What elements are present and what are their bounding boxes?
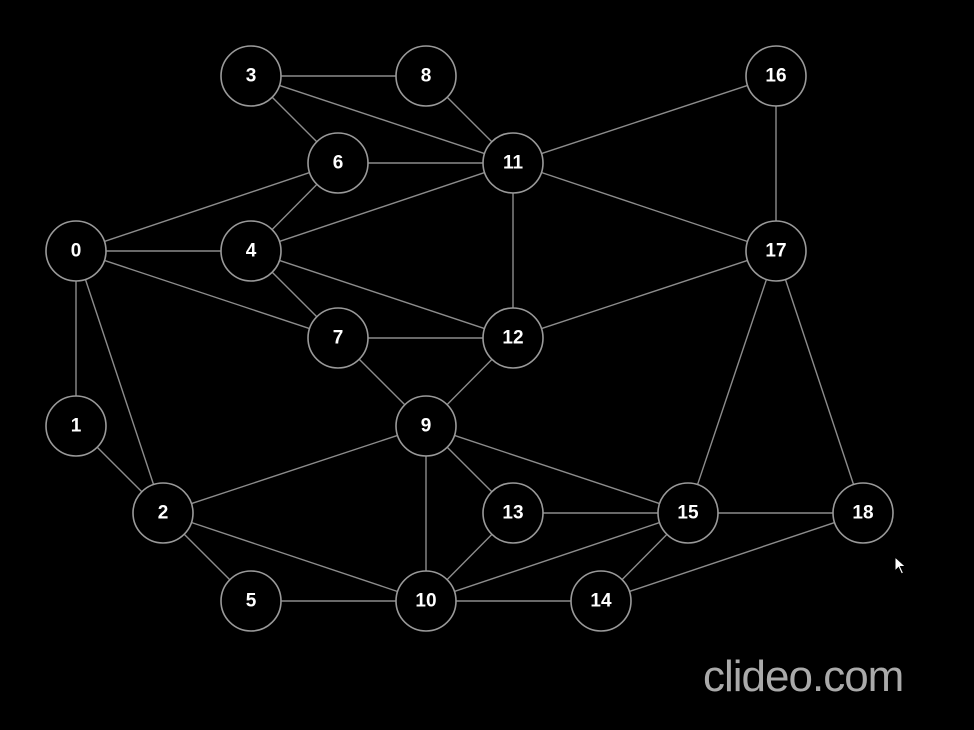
edge-1-2 [96,446,143,493]
node-circle [45,395,107,457]
node-label: 14 [590,591,612,612]
node-circle [395,45,457,107]
node-circle [745,45,807,107]
edge-14-18 [629,521,835,593]
edge-4-11 [279,171,485,243]
node-4: 4 [220,220,282,282]
edge-13-10 [446,533,493,581]
node-label: 12 [502,328,523,349]
node-label: 8 [421,66,432,87]
node-label: 2 [158,503,169,524]
node-0: 0 [45,220,107,282]
node-circle [482,132,544,194]
node-circle [307,132,369,194]
node-circle [832,482,894,544]
node-label: 17 [765,241,786,262]
node-2: 2 [132,482,194,544]
node-label: 15 [677,503,699,524]
node-label: 1 [71,416,82,437]
edge-2-9 [191,434,398,505]
node-14: 14 [570,570,632,632]
node-15: 15 [657,482,719,544]
edge-2-5 [183,533,231,581]
node-label: 10 [415,591,436,612]
edge-3-11 [279,84,485,155]
edge-9-13 [446,446,493,493]
node-11: 11 [482,132,544,194]
edge-15-17 [696,279,768,485]
node-circle [307,307,369,369]
edge-12-17 [541,259,748,330]
edge-10-15 [454,521,660,593]
node-label: 18 [852,503,873,524]
node-6: 6 [307,132,369,194]
node-3: 3 [220,45,282,107]
node-16: 16 [745,45,807,107]
node-12: 12 [482,307,544,369]
node-label: 16 [765,66,786,87]
node-label: 7 [333,328,344,349]
edge-14-15 [621,533,668,581]
node-circle [132,482,194,544]
edge-0-2 [84,279,155,485]
node-label: 4 [246,241,257,262]
edge-9-15 [454,434,660,505]
node-label: 6 [333,153,344,174]
watermark-text: clideo.com [703,652,904,701]
node-label: 0 [71,241,82,262]
arrow-cursor-icon [894,556,907,575]
node-circle [220,45,282,107]
edge-0-7 [104,259,310,330]
edge-layer [75,75,855,602]
node-circle [395,570,457,632]
edge-2-10 [191,521,398,593]
edge-0-6 [104,171,310,243]
node-circle [220,570,282,632]
node-13: 13 [482,482,544,544]
edge-7-9 [358,358,406,406]
node-circle [395,395,457,457]
edge-4-6 [271,183,318,231]
edge-17-18 [784,279,855,485]
edge-4-7 [271,271,318,318]
edge-3-6 [271,96,318,143]
edge-8-11 [446,96,493,143]
node-9: 9 [395,395,457,457]
node-8: 8 [395,45,457,107]
node-label: 3 [246,66,257,87]
edge-12-9 [446,358,493,406]
node-label: 11 [503,153,524,174]
node-18: 18 [832,482,894,544]
node-circle [745,220,807,282]
node-7: 7 [307,307,369,369]
node-17: 17 [745,220,807,282]
node-circle [570,570,632,632]
node-circle [482,482,544,544]
node-label: 13 [502,503,523,524]
edge-11-17 [541,171,748,243]
node-label: 9 [421,416,432,437]
node-1: 1 [45,395,107,457]
node-circle [482,307,544,369]
node-circle [45,220,107,282]
edge-4-12 [279,259,485,330]
node-10: 10 [395,570,457,632]
edge-16-11 [541,84,748,155]
node-circle [220,220,282,282]
node-circle [657,482,719,544]
node-5: 5 [220,570,282,632]
node-label: 5 [246,591,257,612]
